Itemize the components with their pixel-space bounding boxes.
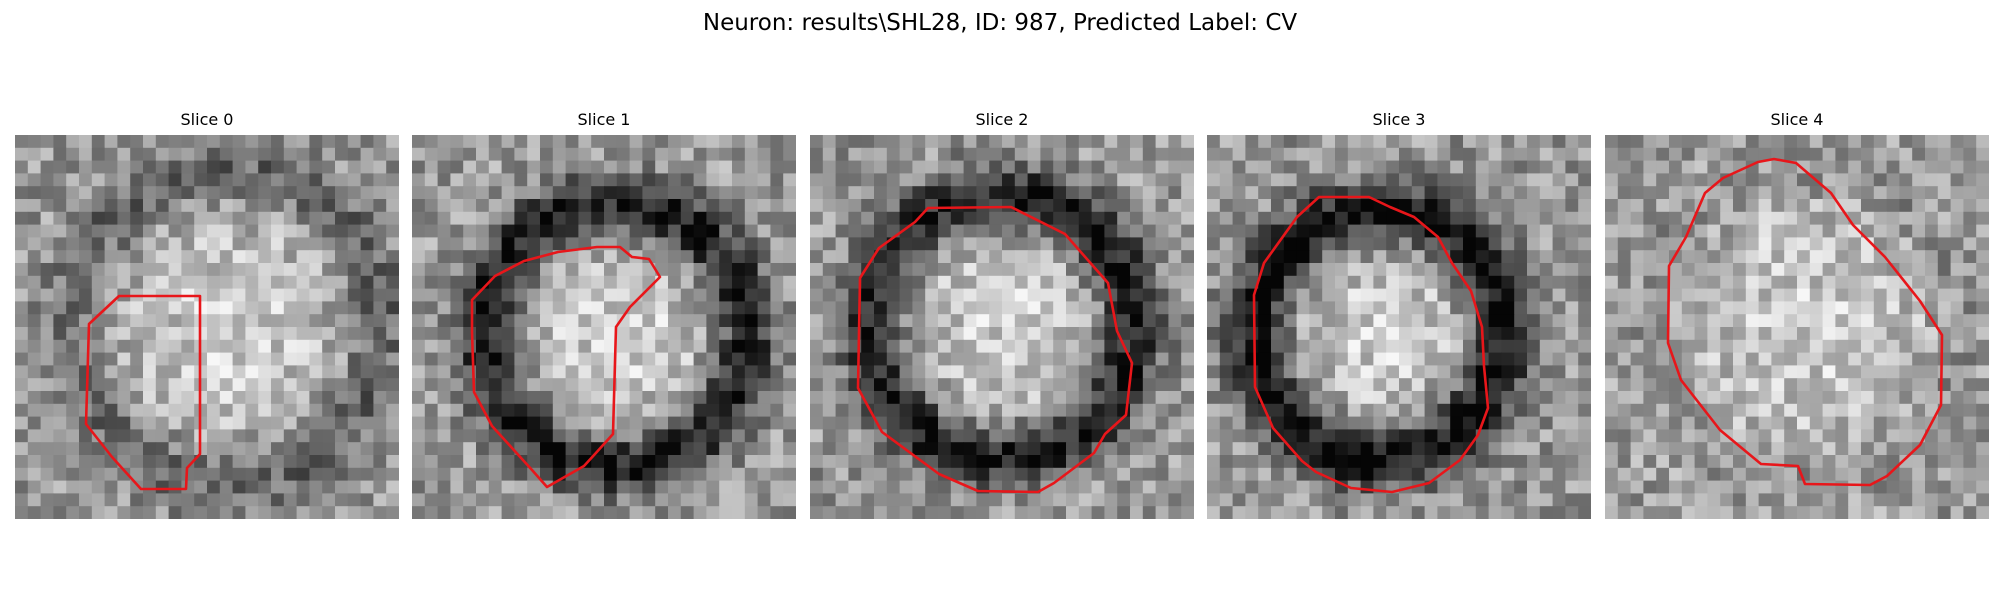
roi-contour: [856, 205, 1134, 494]
slice-panel-2: Slice 2: [810, 110, 1194, 520]
slice-panel-1: Slice 1: [412, 110, 796, 520]
slice-panel-4: Slice 4: [1605, 110, 1989, 520]
pixel-grid: [810, 135, 1194, 519]
slice-title: Slice 1: [577, 110, 631, 129]
slice-panel-0: Slice 0: [15, 110, 399, 520]
slice-title: Slice 0: [180, 110, 234, 129]
slice-image-1: [412, 135, 796, 519]
roi-contour: [1666, 157, 1944, 487]
slice-title: Slice 2: [975, 110, 1029, 129]
pixel-grid: [1207, 135, 1591, 519]
slice-image-2: [810, 135, 1194, 519]
figure-title: Neuron: results\SHL28, ID: 987, Predicte…: [702, 10, 1298, 36]
pixel-grid: [15, 135, 399, 519]
pixel-grid: [412, 135, 796, 519]
slice-panel-3: Slice 3: [1207, 110, 1591, 520]
roi-contour: [470, 245, 662, 489]
roi-contour: [1252, 195, 1490, 494]
slice-image-0: [15, 135, 399, 519]
roi-contour: [84, 294, 202, 491]
slice-title: Slice 4: [1770, 110, 1824, 129]
slice-title: Slice 3: [1372, 110, 1426, 129]
slice-image-4: [1605, 135, 1989, 519]
slice-image-3: [1207, 135, 1591, 519]
pixel-grid: [1605, 135, 1989, 519]
